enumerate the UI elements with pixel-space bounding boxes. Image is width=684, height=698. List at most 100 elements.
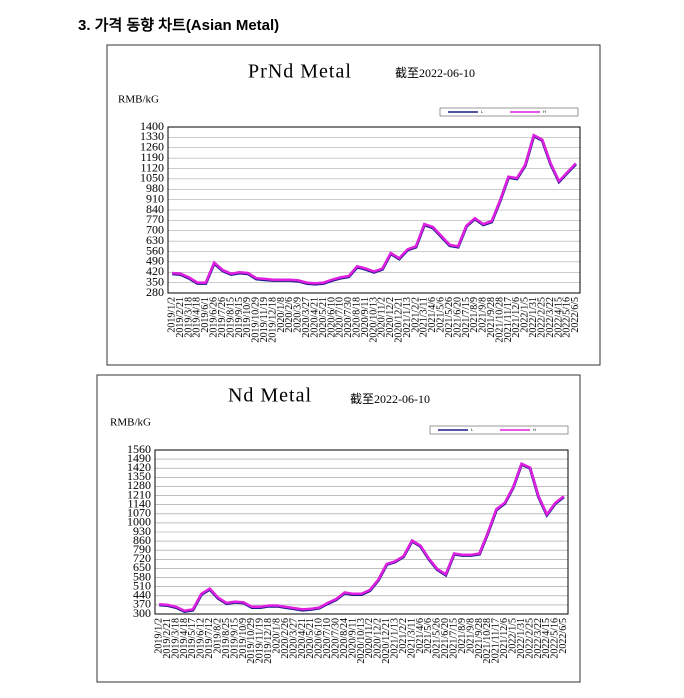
- x-tick-label: 2019/2/21: [175, 297, 186, 338]
- y-tick-label: 650: [133, 560, 151, 574]
- x-tick-label: 2020/12/2: [373, 618, 384, 659]
- x-tick-label: 2022/3/22: [533, 618, 544, 659]
- y-tick-label: 840: [146, 202, 164, 216]
- y-tick-label: 1560: [127, 442, 151, 456]
- x-tick-label: 2020/12/2: [385, 297, 396, 338]
- y-tick-label: 1280: [127, 478, 151, 492]
- x-tick-label: 2020/6/10: [314, 618, 325, 659]
- x-tick-label: 2021/1/13: [390, 618, 401, 659]
- x-tick-label: 2020/5/21: [305, 618, 316, 659]
- x-tick-label: 2021/2/2: [398, 618, 409, 654]
- x-tick-label: 2019/12/18: [267, 297, 278, 343]
- x-tick-label: 2020/7/30: [331, 618, 342, 659]
- x-tick-label: 2021/11/17: [503, 297, 514, 342]
- y-tick-label: 1000: [127, 515, 151, 529]
- x-tick-label: 2019/11/19: [255, 618, 266, 663]
- x-tick-label: 2019/4/18: [192, 297, 203, 338]
- x-tick-label: 2021/7/15: [461, 297, 472, 338]
- plot-border: [154, 449, 569, 615]
- heading: 3. 가격 동향 차트(Asian Metal): [78, 16, 279, 34]
- x-tick-label: 2019/1/2: [154, 618, 165, 654]
- x-tick-label: 2019/3/18: [170, 618, 181, 659]
- x-tick-label: 2021/12/6: [499, 618, 510, 659]
- x-tick-label: 2022/4/15: [553, 297, 564, 338]
- y-tick-label: 420: [146, 264, 164, 278]
- x-tick-label: 2021/2/2: [410, 297, 421, 333]
- x-tick-label: 2021/5/6: [423, 618, 434, 654]
- x-tick-label: 2020/7/10: [335, 297, 346, 338]
- x-tick-label: 2020/5/21: [318, 297, 329, 338]
- x-tick-label: 2019/6/1: [200, 297, 211, 333]
- price-line: [159, 461, 565, 612]
- x-tick-label: 2019/1/2: [167, 297, 178, 333]
- x-tick-label: 2021/9/8: [478, 297, 489, 333]
- y-tick-label: 440: [133, 588, 151, 602]
- x-tick-label: 2021/3/11: [419, 297, 430, 337]
- x-tick-label: 2021/12/6: [511, 297, 522, 338]
- x-tick-label: 2019/4/18: [179, 618, 190, 659]
- x-tick-label: 2020/12/21: [381, 618, 392, 664]
- x-tick-label: 2021/1/13: [402, 297, 413, 338]
- x-tick-label: 2020/9/11: [347, 618, 358, 658]
- x-tick-label: 2020/3/9: [293, 297, 304, 333]
- x-tick-label: 2022/2/25: [524, 618, 535, 659]
- chart-title: PrNd Metal: [248, 61, 352, 83]
- x-tick-label: 2019/10/29: [251, 297, 262, 343]
- x-tick-label: 2022/4/15: [541, 618, 552, 659]
- x-tick-label: 2020/8/18: [351, 297, 362, 338]
- y-tick-label: 1420: [127, 460, 151, 474]
- x-tick-label: 2021/3/11: [406, 618, 417, 658]
- x-tick-label: 2021/10/28: [482, 618, 493, 664]
- x-tick-label: 2021/7/15: [449, 618, 460, 659]
- x-tick-label: 2020/3/27: [301, 297, 312, 338]
- y-tick-label: 280: [146, 285, 164, 299]
- x-tick-label: 2019/9/15: [234, 297, 245, 338]
- y-tick-label: 560: [146, 243, 164, 257]
- x-tick-label: 2020/11/2: [377, 297, 388, 337]
- legend-label: L: [471, 427, 474, 432]
- x-tick-label: 2020/2/6: [284, 297, 295, 333]
- x-tick-label: 2019/2/21: [162, 618, 173, 659]
- legend-box: [429, 425, 569, 435]
- x-tick-label: 2021/6/20: [452, 297, 463, 338]
- x-tick-label: 2019/6/26: [209, 297, 220, 338]
- plot-border: [167, 126, 581, 294]
- x-tick-label: 2021/5/26: [432, 618, 443, 659]
- x-tick-label: 2019/11/19: [259, 297, 270, 342]
- x-tick-label: 2019/8/2: [213, 618, 224, 654]
- x-tick-label: 2021/8/9: [457, 618, 468, 654]
- x-tick-label: 2019/3/18: [183, 297, 194, 338]
- y-tick-label: 1070: [127, 506, 151, 520]
- x-tick-label: 2021/8/9: [469, 297, 480, 333]
- y-tick-label: 1490: [127, 451, 151, 465]
- x-tick-label: 2021/9/8: [465, 618, 476, 654]
- y-tick-label: 860: [133, 533, 151, 547]
- legend-label: L: [481, 109, 484, 114]
- y-tick-label: 1120: [140, 160, 164, 174]
- chart-title: Nd Metal: [228, 385, 312, 407]
- x-tick-label: 2020/10/13: [368, 297, 379, 343]
- y-tick-label: 510: [133, 578, 151, 592]
- y-tick-label: 1260: [140, 140, 164, 154]
- y-tick-label: 1350: [127, 469, 151, 483]
- x-tick-label: 2020/12/21: [394, 297, 405, 343]
- legend-label: H: [533, 427, 536, 432]
- x-tick-label: 2022/6/5: [570, 297, 581, 333]
- x-tick-label: 2020/1/8: [276, 297, 287, 333]
- x-tick-label: 2019/12/18: [263, 618, 274, 664]
- y-tick-label: 910: [146, 191, 164, 205]
- x-tick-label: 2020/2/26: [280, 618, 291, 659]
- x-tick-label: 2022/6/5: [558, 618, 569, 654]
- x-tick-label: 2020/7/30: [343, 297, 354, 338]
- x-tick-label: 2019/10/29: [246, 618, 257, 664]
- y-tick-label: 1140: [127, 496, 151, 510]
- y-tick-label: 770: [146, 212, 164, 226]
- legend-label: H: [543, 109, 546, 114]
- y-tick-label: 490: [146, 254, 164, 268]
- x-tick-label: 2021/5/6: [436, 297, 447, 333]
- x-tick-label: 2022/2/25: [536, 297, 547, 338]
- y-tick-label: 580: [133, 569, 151, 583]
- x-tick-label: 2022/3/22: [545, 297, 556, 338]
- x-tick-label: 2021/4/6: [427, 297, 438, 333]
